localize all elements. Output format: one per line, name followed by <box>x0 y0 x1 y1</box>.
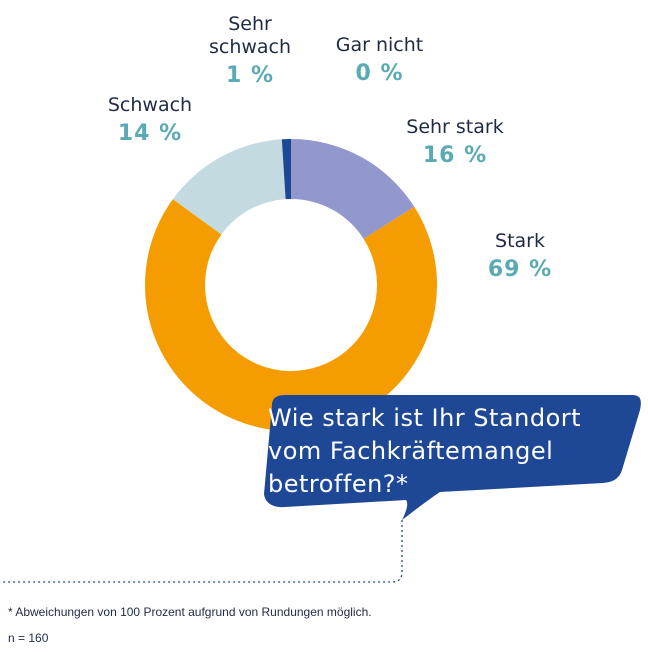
callout-leader-line <box>0 520 403 583</box>
question-line-1: Wie stark ist Ihr Standort <box>268 404 582 432</box>
slice-stark <box>144 199 438 432</box>
percent-label: 0 % <box>355 61 404 86</box>
slice-schwach <box>172 139 286 235</box>
question-line-3: betroffen?* <box>268 470 409 498</box>
label-schwach: Schwach 14 % <box>95 94 205 145</box>
percent-label: 14 % <box>117 121 183 146</box>
category-label: Sehr stark <box>406 116 504 138</box>
percent-label: 69 % <box>487 257 553 282</box>
label-sehr-schwach: Sehr schwach 1 % <box>194 13 306 87</box>
label-sehr-stark: Sehr stark 16 % <box>400 116 510 167</box>
donut-slices <box>144 139 438 432</box>
sample-size: n = 160 <box>8 631 49 645</box>
category-label: Schwach <box>107 94 193 116</box>
category-label: Sehr schwach <box>208 13 292 58</box>
footnote: * Abweichungen von 100 Prozent aufgrund … <box>8 605 372 619</box>
category-label: Gar nicht <box>335 34 424 56</box>
question-line-2: vom Fachkräftemangel <box>268 437 554 465</box>
slice-sehr-stark <box>291 139 415 239</box>
category-label: Stark <box>495 230 545 252</box>
label-gar-nicht: Gar nicht 0 % <box>322 34 437 85</box>
question-text: Wie stark ist Ihr Standort vom Fachkräft… <box>268 402 618 501</box>
slice-sehr-schwach <box>281 139 291 200</box>
percent-label: 1 % <box>225 63 274 88</box>
percent-label: 16 % <box>422 143 488 168</box>
label-stark: Stark 69 % <box>470 230 570 281</box>
question-callout-box <box>264 395 641 520</box>
